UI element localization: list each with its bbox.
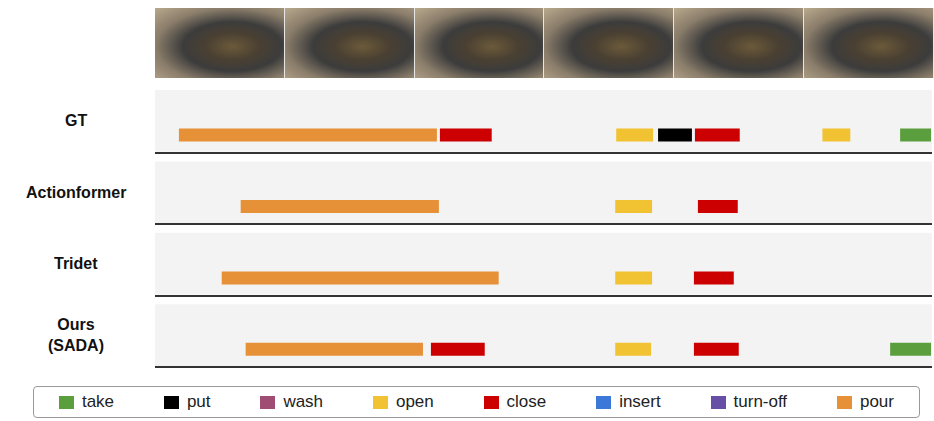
svg-text:Actionformer: Actionformer (26, 184, 126, 201)
html-text:take: take (81, 392, 115, 411)
html-text:put: put (186, 392, 211, 411)
html-text:open: open (395, 392, 434, 411)
html-text:wash: wash (283, 392, 324, 411)
svg-text:GT: GT (65, 112, 87, 129)
html-text:insert: insert (619, 392, 661, 411)
svg-text:Tridet: Tridet (54, 255, 98, 272)
svg-text:Ours(SADA): Ours(SADA) (48, 316, 104, 354)
html-text:close: close (506, 392, 547, 411)
html-text:pour: pour (860, 392, 894, 411)
html-text:turn-off: turn-off (733, 392, 788, 411)
